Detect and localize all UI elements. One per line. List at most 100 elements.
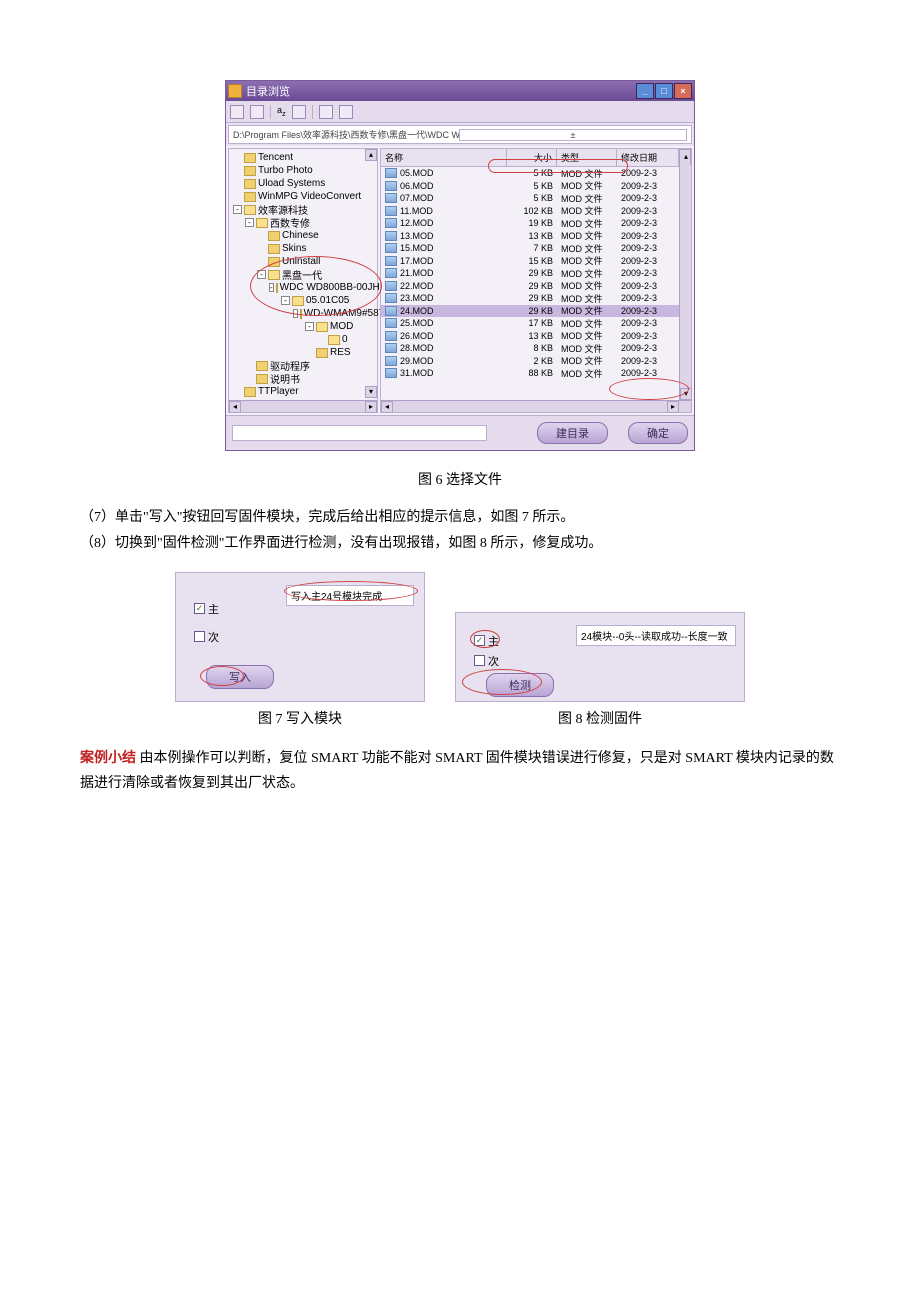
tree-node[interactable]: 0	[229, 333, 377, 346]
tree-label: 说明书	[270, 371, 300, 386]
tree-node[interactable]: Skins	[229, 242, 377, 255]
col-type[interactable]: 类型	[557, 149, 617, 166]
file-row[interactable]: 05.MOD5 KBMOD 文件2009-2-3	[381, 167, 691, 180]
file-row[interactable]: 13.MOD13 KBMOD 文件2009-2-3	[381, 230, 691, 243]
folder-icon	[292, 296, 304, 306]
file-size: 5 KB	[507, 193, 557, 203]
tree-node[interactable]: -05.01C05	[229, 294, 377, 307]
tree-node[interactable]: 说明书	[229, 372, 377, 385]
up-folder-icon[interactable]	[250, 105, 264, 119]
h-scrollbar[interactable]: ◂ ▸	[381, 400, 691, 412]
checkbox-sub[interactable]	[194, 631, 205, 642]
expand-icon[interactable]: -	[257, 270, 266, 279]
file-icon	[385, 356, 397, 366]
expand-icon[interactable]: -	[281, 296, 290, 305]
scroll-right-button[interactable]: ▸	[667, 401, 679, 413]
file-row[interactable]: 12.MOD19 KBMOD 文件2009-2-3	[381, 217, 691, 230]
filename-input[interactable]	[232, 425, 487, 441]
tree-label: Uload Systems	[258, 178, 325, 189]
tree-node[interactable]: TTPlayer	[229, 385, 377, 398]
tree-label: Turbo Photo	[258, 165, 313, 176]
checkbox-main[interactable]: ✓	[194, 603, 205, 614]
file-row[interactable]: 26.MOD13 KBMOD 文件2009-2-3	[381, 330, 691, 343]
scroll-down-button[interactable]: ▾	[680, 388, 692, 400]
file-row[interactable]: 11.MOD102 KBMOD 文件2009-2-3	[381, 205, 691, 218]
view-list-icon[interactable]	[319, 105, 333, 119]
path-expand-button[interactable]: ±	[459, 129, 687, 141]
mkdir-button[interactable]: 建目录	[537, 422, 608, 444]
file-row[interactable]: 28.MOD8 KBMOD 文件2009-2-3	[381, 342, 691, 355]
file-size: 19 KB	[507, 218, 557, 228]
checkbox-main-label: 主	[488, 633, 499, 649]
col-size[interactable]: 大小	[507, 149, 557, 166]
file-list[interactable]: 名称 大小 类型 修改日期 ▴ 05.MOD5 KBMOD 文件2009-2-3…	[380, 148, 692, 413]
tree-node[interactable]: -黑盘一代	[229, 268, 377, 281]
minimize-button[interactable]: _	[636, 83, 654, 99]
file-row[interactable]: 17.MOD15 KBMOD 文件2009-2-3	[381, 255, 691, 268]
ok-button[interactable]: 确定	[628, 422, 688, 444]
tree-node[interactable]: -WDC WD800BB-00JHC0	[229, 281, 377, 294]
v-scrollbar[interactable]: ▾	[679, 165, 691, 400]
expand-icon[interactable]: -	[269, 283, 274, 292]
maximize-button[interactable]: □	[655, 83, 673, 99]
tool-icon[interactable]	[292, 105, 306, 119]
file-row[interactable]: 24.MOD29 KBMOD 文件2009-2-3	[381, 305, 691, 318]
view-detail-icon[interactable]	[339, 105, 353, 119]
file-name: 17.MOD	[400, 256, 434, 266]
detect-button[interactable]: 检测	[486, 673, 554, 697]
close-button[interactable]: ×	[674, 83, 692, 99]
checkbox-main[interactable]: ✓	[474, 635, 485, 646]
file-row[interactable]: 07.MOD5 KBMOD 文件2009-2-3	[381, 192, 691, 205]
expand-icon[interactable]: -	[305, 322, 314, 331]
tree-node[interactable]: -WD-WMAM9#587436	[229, 307, 377, 320]
tree-node[interactable]: Uload Systems	[229, 177, 377, 190]
file-size: 5 KB	[507, 168, 557, 178]
scroll-left-button[interactable]: ◂	[381, 401, 393, 413]
tree-node[interactable]: Tencent	[229, 151, 377, 164]
file-size: 29 KB	[507, 306, 557, 316]
folder-tree[interactable]: ▴ TencentTurbo PhotoUload SystemsWinMPG …	[228, 148, 378, 413]
file-row[interactable]: 29.MOD2 KBMOD 文件2009-2-3	[381, 355, 691, 368]
file-size: 13 KB	[507, 231, 557, 241]
tree-node[interactable]: Turbo Photo	[229, 164, 377, 177]
expand-icon[interactable]: -	[233, 205, 242, 214]
tree-node[interactable]: 驱动程序	[229, 359, 377, 372]
file-type: MOD 文件	[557, 329, 617, 342]
col-date[interactable]: 修改日期	[617, 149, 679, 166]
file-row[interactable]: 06.MOD5 KBMOD 文件2009-2-3	[381, 180, 691, 193]
file-row[interactable]: 31.MOD88 KBMOD 文件2009-2-3	[381, 367, 691, 380]
scroll-up-button[interactable]: ▴	[365, 149, 377, 161]
figure6-caption: 图 6 选择文件	[60, 469, 860, 489]
tree-label: RES	[330, 347, 351, 358]
write-button[interactable]: 写入	[206, 665, 274, 689]
checkbox-sub-label: 次	[208, 629, 219, 645]
col-name[interactable]: 名称	[381, 149, 507, 166]
checkbox-sub[interactable]	[474, 655, 485, 666]
file-type: MOD 文件	[557, 279, 617, 292]
tree-node[interactable]: Chinese	[229, 229, 377, 242]
tool-icon[interactable]	[230, 105, 244, 119]
file-icon	[385, 368, 397, 378]
file-size: 5 KB	[507, 181, 557, 191]
file-row[interactable]: 22.MOD29 KBMOD 文件2009-2-3	[381, 280, 691, 293]
file-name: 24.MOD	[400, 306, 434, 316]
expand-icon[interactable]: -	[245, 218, 254, 227]
file-row[interactable]: 15.MOD7 KBMOD 文件2009-2-3	[381, 242, 691, 255]
file-row[interactable]: 25.MOD17 KBMOD 文件2009-2-3	[381, 317, 691, 330]
h-scrollbar[interactable]: ◂ ▸	[229, 400, 377, 412]
file-icon	[385, 206, 397, 216]
file-row[interactable]: 21.MOD29 KBMOD 文件2009-2-3	[381, 267, 691, 280]
scroll-left-button[interactable]: ◂	[229, 401, 241, 413]
toolbar: az	[226, 101, 694, 123]
file-icon	[385, 168, 397, 178]
file-name: 07.MOD	[400, 193, 434, 203]
file-size: 102 KB	[507, 206, 557, 216]
tree-node[interactable]: -西数专修	[229, 216, 377, 229]
file-icon	[385, 268, 397, 278]
scroll-down-button[interactable]: ▾	[365, 386, 377, 398]
tree-node[interactable]: -MOD	[229, 320, 377, 333]
expand-icon[interactable]: -	[293, 309, 298, 318]
scroll-right-button[interactable]: ▸	[365, 401, 377, 413]
scroll-up-button[interactable]: ▴	[679, 149, 691, 166]
file-row[interactable]: 23.MOD29 KBMOD 文件2009-2-3	[381, 292, 691, 305]
